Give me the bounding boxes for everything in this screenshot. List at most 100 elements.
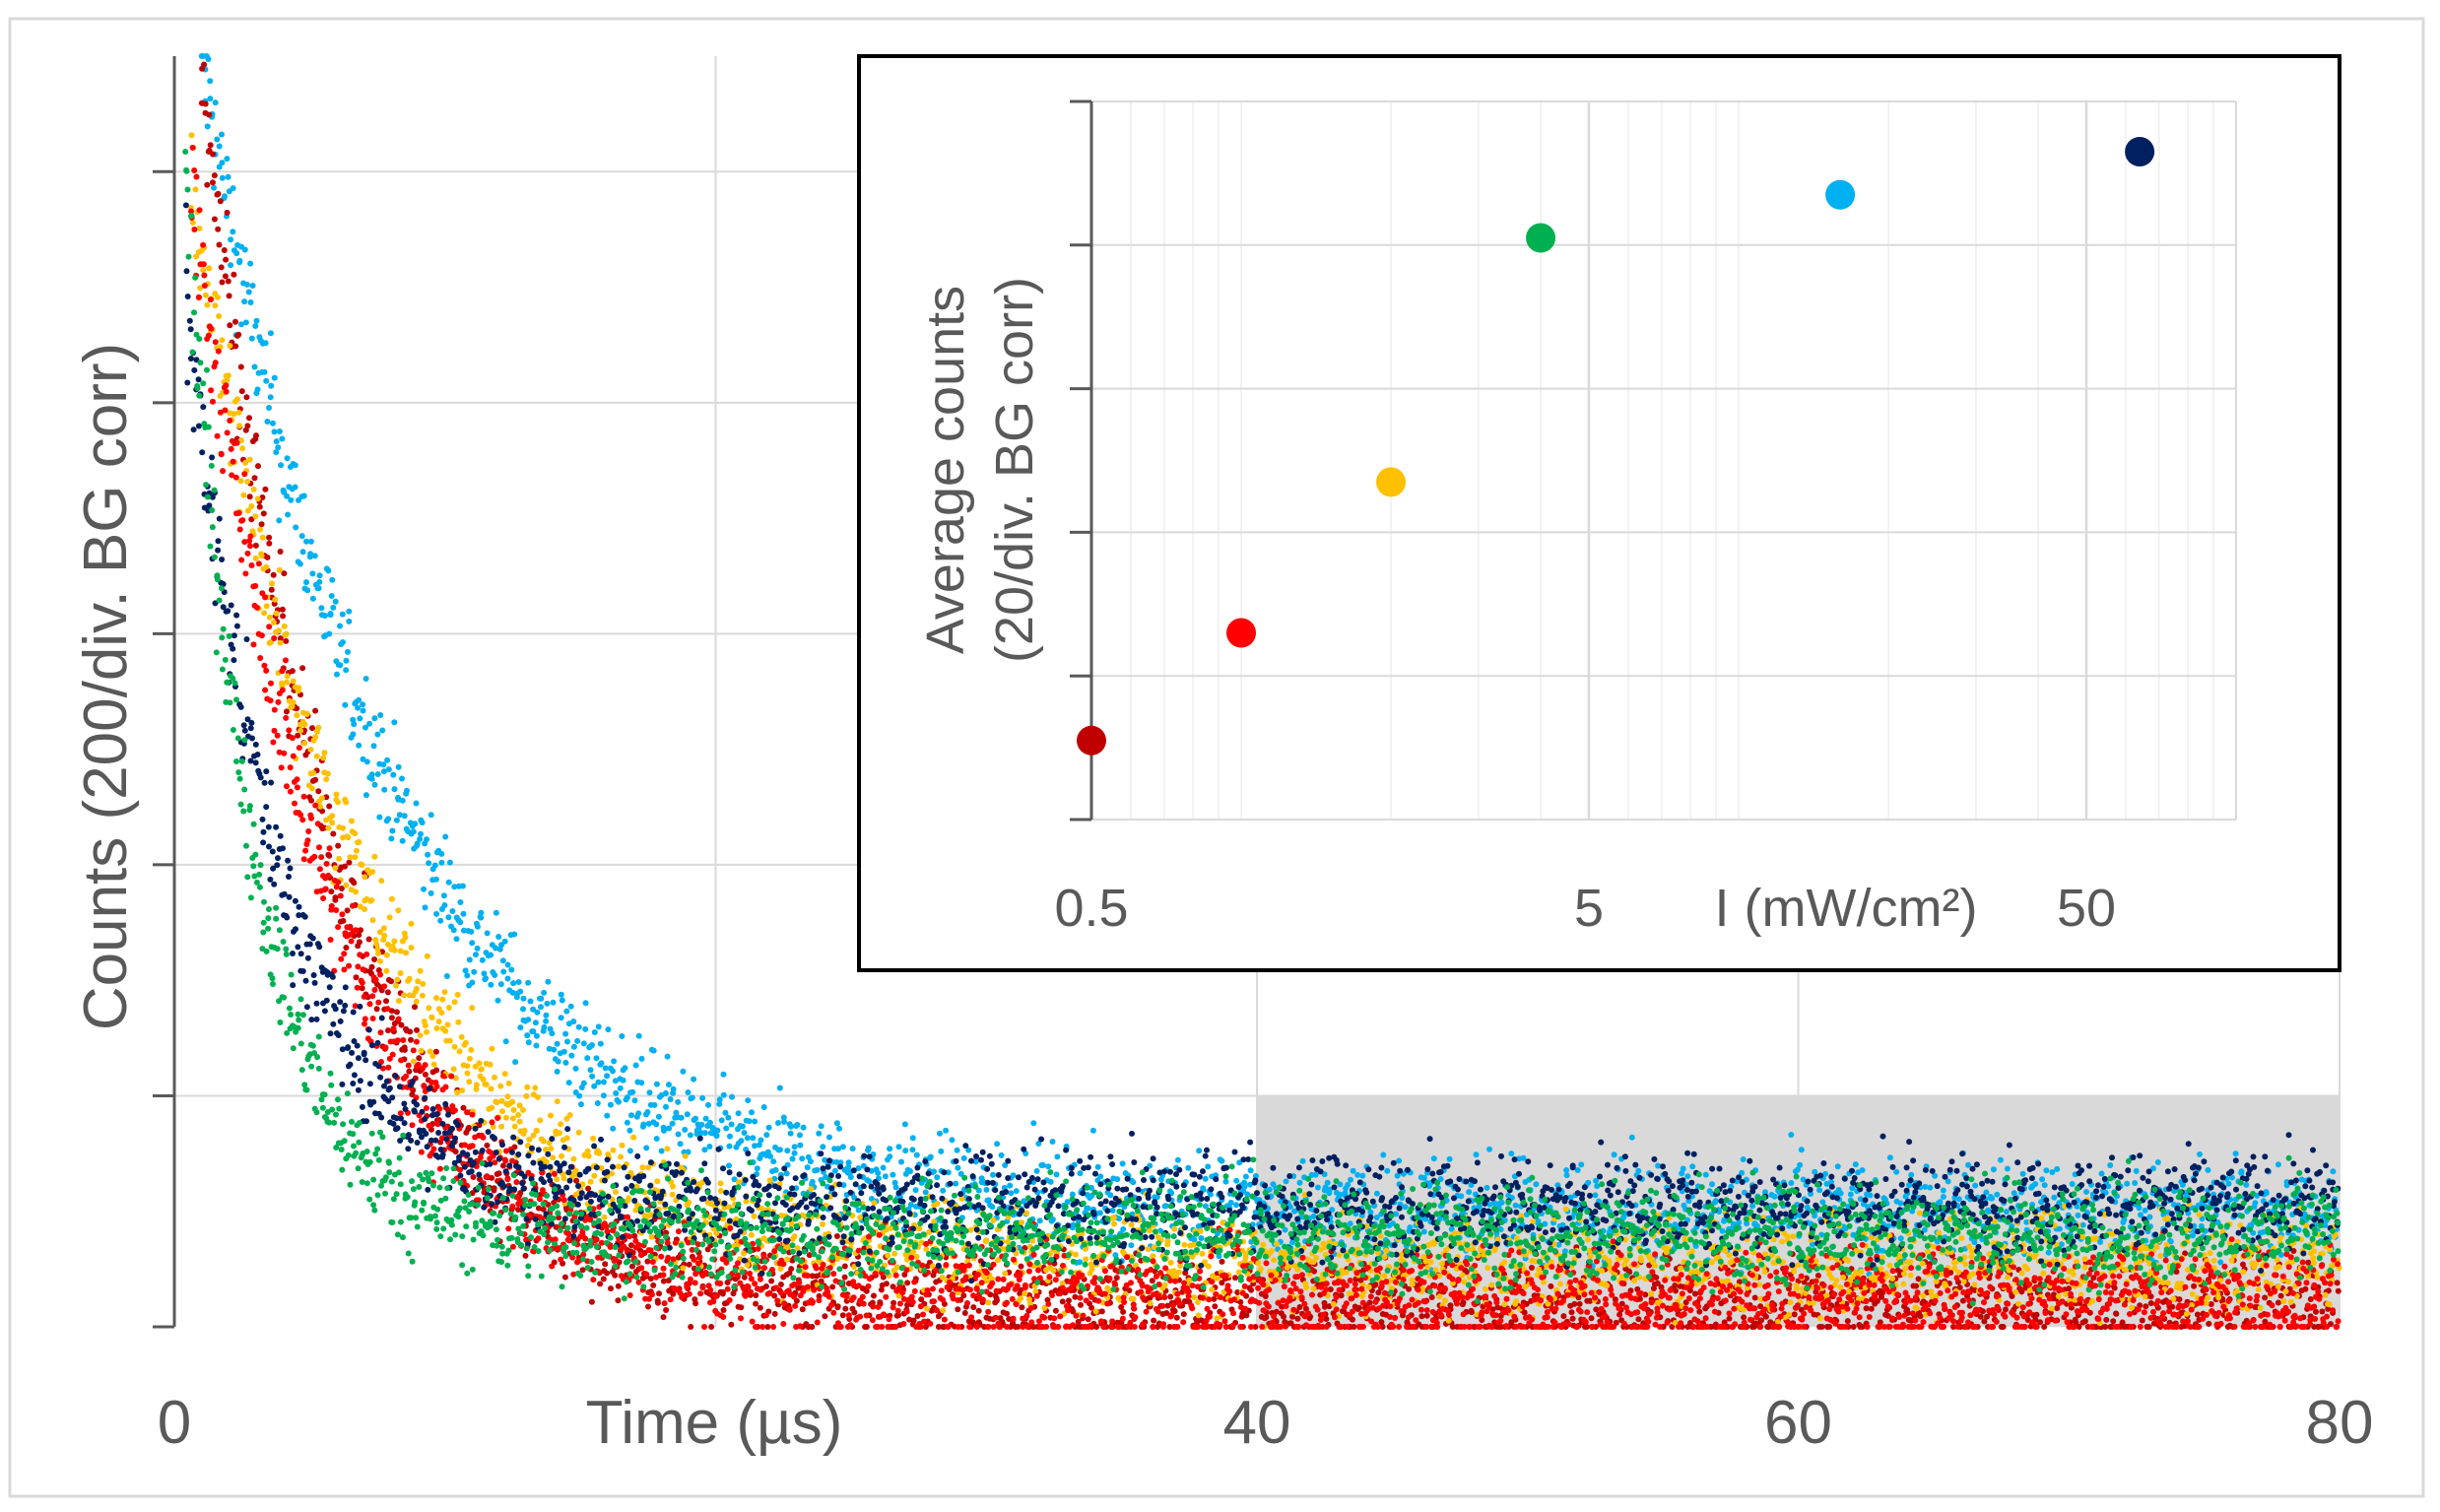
data-point xyxy=(295,732,301,739)
data-point xyxy=(511,1123,518,1130)
data-point xyxy=(1266,1186,1273,1193)
data-point xyxy=(845,1163,852,1170)
data-point xyxy=(270,619,277,625)
data-point xyxy=(822,1313,828,1320)
data-point xyxy=(1175,1269,1182,1276)
data-point xyxy=(548,1112,554,1119)
data-point xyxy=(360,701,366,708)
data-point xyxy=(308,797,314,804)
data-point xyxy=(1561,1248,1568,1255)
data-point xyxy=(891,1179,898,1186)
data-point xyxy=(701,1147,708,1153)
data-point xyxy=(271,428,278,435)
data-point xyxy=(1771,1193,1778,1200)
data-point xyxy=(426,1005,432,1012)
data-point xyxy=(432,876,439,883)
data-point xyxy=(714,1127,721,1134)
data-point xyxy=(266,614,273,621)
data-point xyxy=(1367,1209,1374,1216)
data-point xyxy=(855,1165,862,1171)
data-point xyxy=(1463,1269,1470,1276)
data-point xyxy=(1812,1168,1818,1175)
data-point xyxy=(953,1180,959,1187)
data-point xyxy=(591,1083,598,1089)
data-point xyxy=(1314,1184,1321,1191)
data-point xyxy=(1154,1194,1160,1201)
data-point xyxy=(1655,1162,1662,1169)
data-point xyxy=(764,1324,771,1330)
data-point xyxy=(808,1186,815,1192)
data-point xyxy=(1563,1172,1570,1179)
data-point xyxy=(935,1324,942,1330)
data-point xyxy=(330,604,337,611)
data-point xyxy=(459,883,466,889)
data-point xyxy=(237,363,244,370)
data-point xyxy=(1019,1304,1025,1311)
data-point xyxy=(255,463,261,470)
data-point xyxy=(227,343,233,349)
data-point xyxy=(438,1010,445,1017)
data-point xyxy=(663,1229,670,1236)
data-point xyxy=(909,1135,916,1142)
data-point xyxy=(1262,1293,1269,1299)
data-point xyxy=(311,553,318,559)
data-point xyxy=(1205,1163,1212,1170)
data-point xyxy=(1350,1316,1355,1323)
data-point xyxy=(718,1117,725,1124)
data-point xyxy=(2102,1189,2109,1196)
data-point xyxy=(468,1046,475,1053)
data-point xyxy=(1460,1299,1467,1306)
data-point xyxy=(655,1113,662,1120)
data-point xyxy=(1486,1201,1493,1208)
data-point xyxy=(728,1121,735,1128)
data-point xyxy=(2000,1324,2007,1330)
data-point xyxy=(418,1047,425,1054)
data-point xyxy=(266,540,273,547)
data-point xyxy=(598,1060,605,1067)
data-point xyxy=(479,956,486,963)
data-point xyxy=(541,989,548,996)
data-point xyxy=(554,1040,561,1047)
data-point xyxy=(650,1047,657,1054)
data-point xyxy=(575,1129,582,1136)
data-point xyxy=(1446,1155,1453,1162)
data-point xyxy=(594,1100,601,1106)
data-point xyxy=(343,667,350,674)
data-point xyxy=(608,1285,614,1292)
data-point xyxy=(391,786,398,793)
data-point xyxy=(204,301,211,308)
data-point xyxy=(1420,1174,1427,1181)
data-point xyxy=(983,1186,990,1193)
data-point xyxy=(433,1025,440,1031)
data-point xyxy=(1150,1253,1156,1260)
data-point xyxy=(653,1121,660,1128)
data-point xyxy=(446,859,453,866)
data-point xyxy=(1741,1314,1748,1321)
data-point xyxy=(393,982,399,989)
data-point xyxy=(2283,1179,2290,1185)
data-point xyxy=(904,1280,911,1286)
data-point xyxy=(1437,1176,1444,1182)
data-point xyxy=(630,1134,637,1141)
data-point xyxy=(2075,1212,2081,1218)
data-point xyxy=(294,705,300,712)
data-point xyxy=(276,566,283,573)
data-point xyxy=(543,1012,550,1019)
data-point xyxy=(647,1276,654,1282)
data-point xyxy=(501,938,508,945)
data-point xyxy=(244,478,251,485)
data-point xyxy=(823,1174,829,1180)
data-point xyxy=(2045,1249,2052,1256)
data-point xyxy=(1310,1213,1317,1219)
data-point xyxy=(466,956,473,963)
data-point xyxy=(1985,1209,1992,1215)
data-point xyxy=(310,769,317,776)
data-point xyxy=(222,273,229,280)
data-point xyxy=(1857,1196,1864,1203)
data-point xyxy=(544,1000,551,1007)
data-point xyxy=(777,1282,784,1287)
data-point xyxy=(800,1124,807,1131)
data-point xyxy=(585,1185,592,1192)
data-point xyxy=(738,1304,745,1311)
data-point xyxy=(768,1278,775,1284)
